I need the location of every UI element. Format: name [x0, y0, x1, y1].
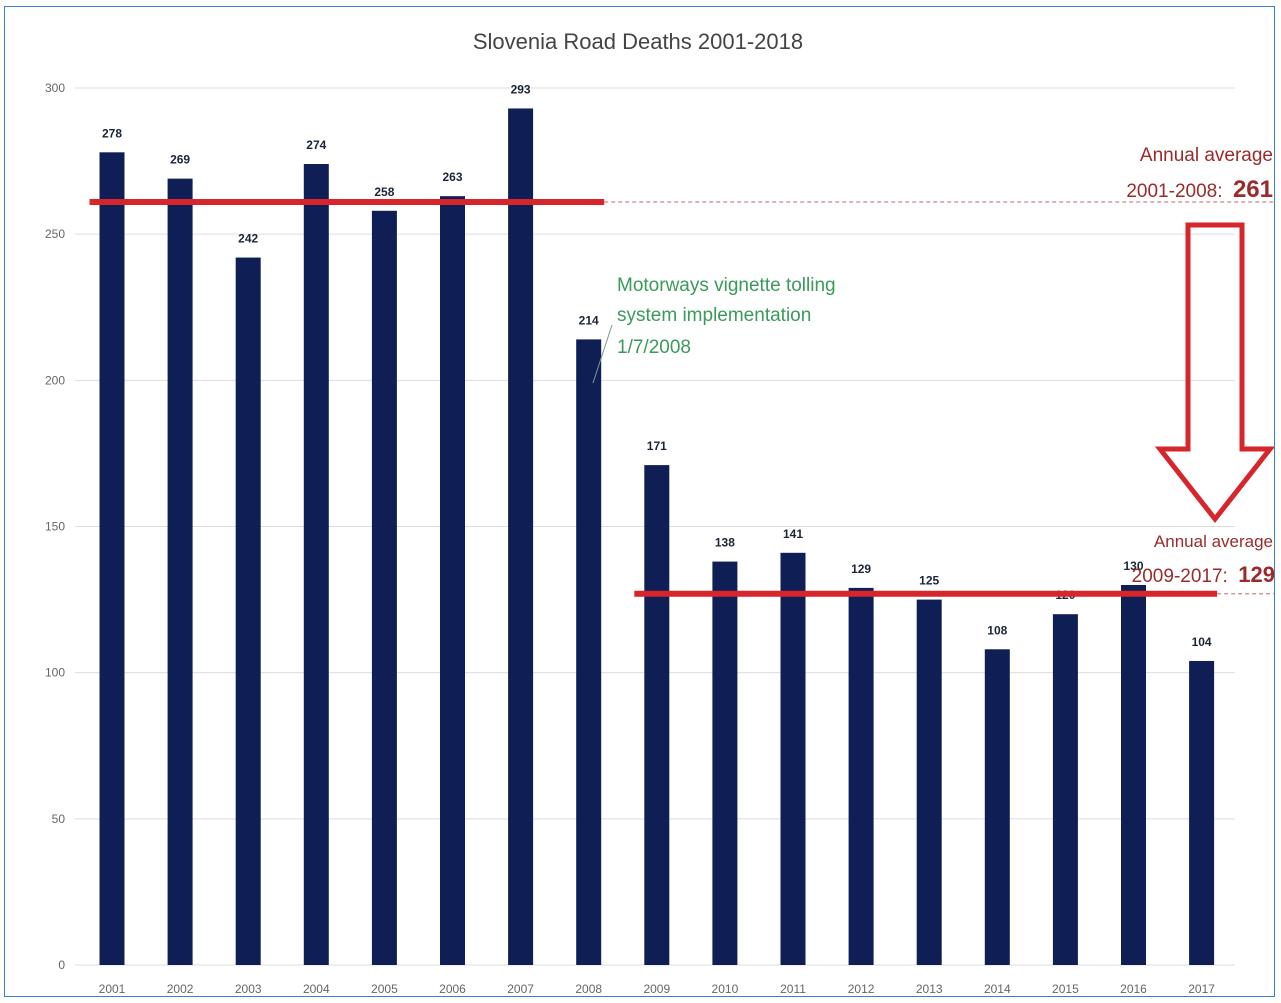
bar-2016	[1121, 584, 1146, 965]
y-tick-label: 200	[45, 373, 65, 387]
bar-2006	[440, 196, 465, 965]
data-label-2012: 129	[851, 562, 871, 576]
average-lines	[89, 199, 1274, 597]
x-tick-label-2001: 2001	[99, 982, 126, 996]
x-tick-label-2006: 2006	[439, 982, 466, 996]
down-arrow-icon	[1154, 222, 1274, 524]
bar-2015	[1052, 614, 1078, 965]
bar-2002	[167, 178, 193, 965]
avg2-value: 129	[1238, 562, 1275, 587]
data-label-2010: 138	[715, 536, 735, 550]
x-tick-label-2009: 2009	[643, 982, 670, 996]
y-tick-label: 0	[58, 958, 65, 972]
avg2-label-line2: 2009-2017: 129	[1132, 562, 1275, 587]
x-tick-label-2014: 2014	[984, 982, 1011, 996]
data-label-2004: 274	[306, 138, 326, 152]
x-axis-ticks: 2001 2002 2003 2004 2005 2006 2007 2008 2009 2010…	[99, 982, 1216, 996]
bars	[99, 108, 1215, 966]
bar-2014	[984, 649, 1010, 965]
x-tick-label-2013: 2013	[916, 982, 943, 996]
avg2-period: 2009-2017:	[1132, 566, 1228, 587]
annotation-average-2009-2017: Annual average 2009-2017: 129	[1132, 532, 1275, 587]
data-label-2005: 258	[374, 185, 394, 199]
bar-2005	[371, 210, 397, 965]
data-label-2016: 130	[1123, 559, 1143, 573]
annotation-vignette-tolling: Motorways vignette tolling system implem…	[592, 275, 836, 384]
bar-2009	[644, 465, 670, 965]
bar-2013	[916, 599, 942, 965]
annotation-average-2001-2008: Annual average 2001-2008: 261	[1126, 145, 1273, 203]
x-tick-label-2004: 2004	[303, 982, 330, 996]
y-tick-label: 50	[52, 812, 66, 826]
bar-2012	[848, 587, 874, 965]
data-label-2002: 269	[170, 153, 190, 167]
y-axis-ticks: 0 50 100 150 200 250 300	[45, 81, 65, 972]
annotation-line-1: Motorways vignette tolling	[617, 275, 836, 296]
avg2-label-line1: Annual average	[1154, 532, 1273, 551]
bar-2004	[303, 164, 329, 966]
x-tick-label-2016: 2016	[1120, 982, 1147, 996]
y-tick-label: 250	[45, 227, 65, 241]
x-tick-label-2012: 2012	[848, 982, 875, 996]
annotation-line-3: 1/7/2008	[617, 337, 691, 358]
bar-chart: Slovenia Road Deaths 2001-2018 0 50 100 150…	[45, 29, 1275, 996]
bar-2003	[235, 257, 261, 965]
avg1-period: 2001-2008:	[1126, 181, 1222, 202]
x-tick-label-2005: 2005	[371, 982, 398, 996]
avg1-value: 261	[1233, 176, 1273, 203]
x-tick-label-2015: 2015	[1052, 982, 1079, 996]
chart-frame: Slovenia Road Deaths 2001-2018 0 50 100 150…	[4, 6, 1275, 997]
chart-title: Slovenia Road Deaths 2001-2018	[473, 29, 803, 54]
bar-2010	[712, 561, 738, 965]
data-label-2011: 141	[783, 527, 803, 541]
data-label-2007: 293	[511, 82, 531, 96]
x-tick-label-2008: 2008	[575, 982, 602, 996]
y-tick-label: 100	[45, 666, 65, 680]
data-label-2014: 108	[987, 623, 1007, 637]
bar-2008	[576, 339, 602, 965]
avg1-label-line1: Annual average	[1140, 145, 1273, 166]
annotation-line-2: system implementation	[617, 305, 811, 326]
avg1-label-line2: 2001-2008: 261	[1126, 176, 1273, 203]
data-label-2003: 242	[238, 232, 258, 246]
x-tick-label-2011: 2011	[780, 982, 806, 996]
x-tick-label-2007: 2007	[507, 982, 534, 996]
bar-2001	[99, 152, 125, 965]
x-tick-label-2017: 2017	[1188, 982, 1215, 996]
y-tick-label: 150	[45, 520, 65, 534]
bar-2007	[508, 108, 534, 966]
data-label-2001: 278	[102, 126, 122, 140]
y-tick-label: 300	[45, 81, 65, 95]
data-label-2008: 214	[579, 313, 599, 327]
x-tick-label-2010: 2010	[712, 982, 739, 996]
annotation-leader-line	[592, 324, 613, 384]
x-tick-label-2002: 2002	[167, 982, 194, 996]
data-label-2006: 263	[442, 170, 462, 184]
data-label-2013: 125	[919, 574, 939, 588]
data-label-2009: 171	[647, 439, 667, 453]
x-tick-label-2003: 2003	[235, 982, 262, 996]
bar-2017	[1189, 660, 1215, 965]
data-label-2017: 104	[1192, 635, 1212, 649]
bar-2011	[780, 552, 806, 965]
